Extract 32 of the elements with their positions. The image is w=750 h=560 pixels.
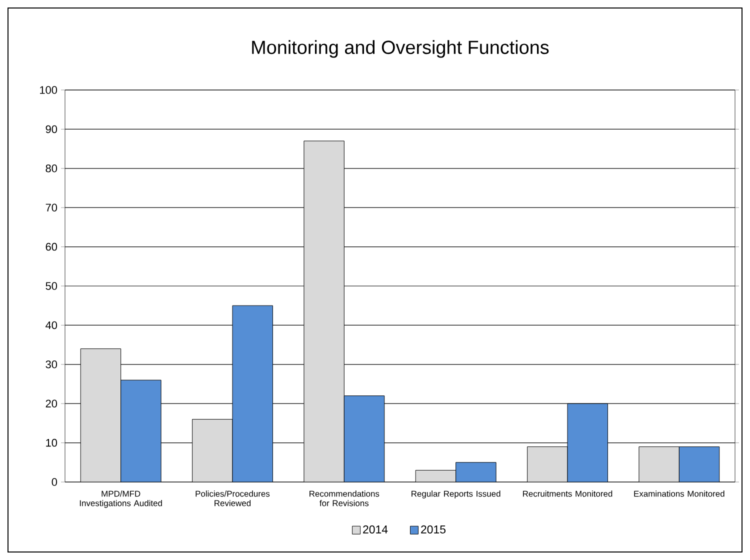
chart-title: Monitoring and Oversight Functions (252, 40, 549, 58)
bar (638, 446, 680, 482)
y-tick-label: 40 (46, 321, 58, 330)
bar (416, 470, 456, 482)
bar (80, 348, 122, 482)
bar (527, 446, 568, 482)
y-tick-label: 60 (46, 242, 58, 251)
y-tick-label: 20 (46, 400, 58, 408)
y-tick-label: 80 (46, 164, 58, 172)
x-tick-label: Recruitments Monitored (523, 490, 612, 497)
bar (344, 396, 385, 482)
bar (232, 305, 273, 482)
bar (678, 446, 720, 482)
y-tick-label: 30 (46, 360, 58, 368)
y-tick-label: 50 (46, 282, 58, 290)
bar (120, 380, 162, 482)
bar (456, 462, 496, 482)
y-tick-label: 0 (52, 478, 58, 486)
x-tick-label: Policies/Procedures Reviewed (196, 490, 270, 506)
bar (192, 419, 233, 482)
x-tick-label: MPD/MFD Investigations Audited (80, 490, 162, 508)
legend-label: 2014 (363, 525, 388, 534)
bar (567, 403, 608, 482)
y-tick-label: 10 (46, 438, 58, 447)
x-tick-label: Regular Reports Issued (412, 490, 500, 498)
y-tick-label: 90 (46, 125, 58, 134)
bar (304, 140, 344, 482)
y-tick-label: 70 (46, 204, 58, 212)
legend-label: 2015 (421, 525, 446, 534)
x-tick-label: Recommendations for Revisions (310, 490, 380, 506)
x-tick-label: Examinations Monitored (634, 490, 724, 497)
y-tick-label: 100 (40, 86, 58, 94)
